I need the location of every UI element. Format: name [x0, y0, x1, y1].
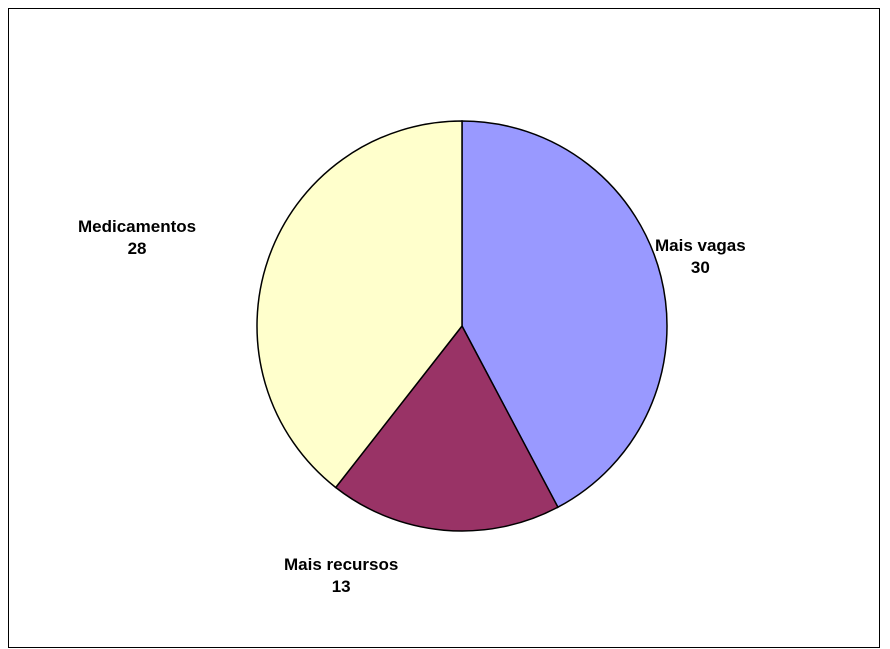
data-label-medicamentos: Medicamentos 28 — [78, 216, 196, 260]
data-label-value: 30 — [690, 258, 710, 277]
chart-area: Mais vagas 30 Mais recursos 13 Medicamen… — [8, 8, 880, 648]
data-label-name: Mais vagas — [655, 236, 746, 255]
pie-slice-mais-vagas — [461, 120, 668, 509]
data-label-value: 13 — [331, 577, 351, 596]
data-label-mais-vagas: Mais vagas 30 — [655, 235, 746, 279]
data-label-name: Medicamentos — [78, 217, 197, 236]
data-label-value: 28 — [127, 239, 147, 258]
data-label-name: Mais recursos — [284, 555, 399, 574]
data-label-mais-recursos: Mais recursos 13 — [284, 554, 398, 598]
pie-chart — [256, 120, 668, 532]
pie-slice-medicamentos — [256, 120, 463, 489]
pie-slice-mais-recursos — [334, 324, 559, 532]
